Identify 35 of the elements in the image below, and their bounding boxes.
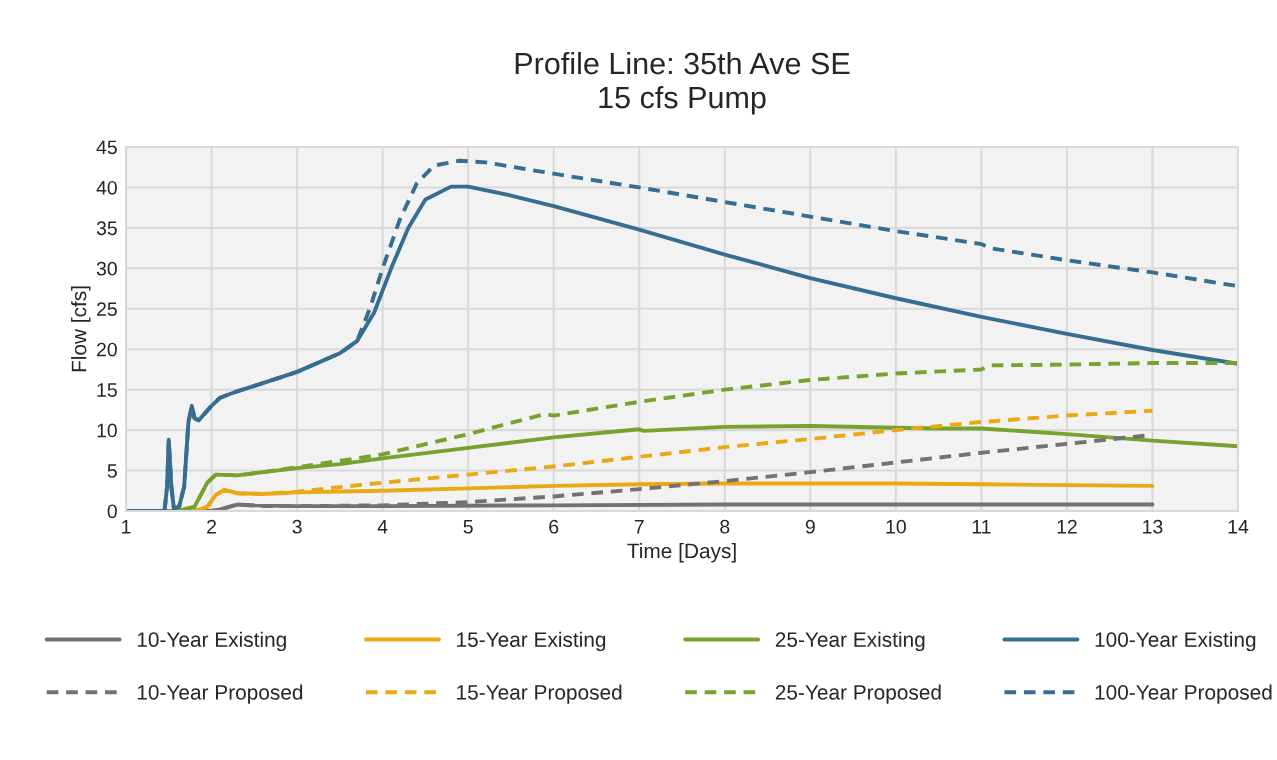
x-tick-label: 1 [122,520,131,534]
legend-label: 10-Year Proposed [137,684,303,704]
legend-label: 25-Year Proposed [775,684,941,704]
x-tick-label: 5 [463,520,473,534]
legend-label: 15-Year Proposed [457,684,622,704]
y-tick-label: 35 [96,221,117,236]
y-tick-label: 25 [97,302,117,317]
x-tick-label: 7 [634,520,644,534]
y-tick-label: 15 [97,383,117,397]
y-axis-title: Flow [cfs] [71,286,91,372]
y-tick-label: 5 [107,464,117,478]
x-tick-label: 11 [972,520,991,534]
x-tick-label: 13 [1143,519,1163,534]
x-axis-title: Time [Days] [627,543,736,563]
legend-label: 100-Year Proposed [1095,684,1272,704]
legend-label: 100-Year Existing [1095,631,1256,652]
y-tick-label: 0 [107,504,117,519]
legend-label: 10-Year Existing [137,631,286,652]
x-tick-label: 12 [1057,519,1077,534]
x-tick-label: 6 [549,519,559,534]
y-tick-label: 40 [96,180,117,195]
legend-label: 15-Year Existing [457,631,606,652]
x-tick-label: 2 [207,519,216,534]
legend-label: 25-Year Existing [775,631,925,652]
chart-title: Profile Line: 35th Ave SE 15 cfs Pump [515,51,850,115]
x-tick-label: 8 [720,519,730,534]
x-tick-label: 14 [1228,520,1249,534]
y-tick-label: 45 [96,140,117,155]
y-tick-label: 10 [97,423,117,438]
y-tick-label: 20 [97,342,117,357]
x-tick-label: 4 [377,520,388,534]
x-tick-label: 10 [886,519,906,534]
y-tick-label: 30 [96,261,117,276]
x-tick-label: 9 [805,519,815,534]
x-tick-label: 3 [292,519,302,534]
